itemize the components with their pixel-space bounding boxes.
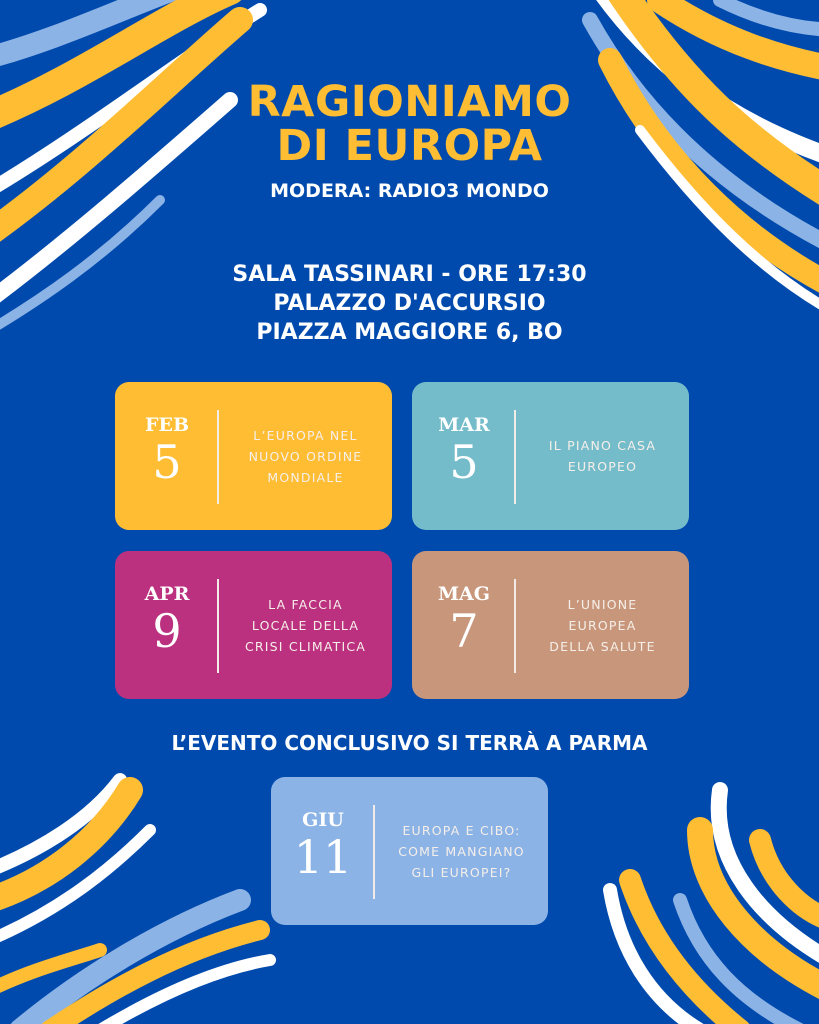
divider xyxy=(514,410,516,504)
brush-bottom-left xyxy=(0,773,276,1024)
moderator-text: MODERA: RADIO3 MONDO xyxy=(270,180,549,202)
event-month: FEB xyxy=(144,414,190,436)
event-day: 9 xyxy=(152,604,182,658)
event-topic: LA FACCIA LOCALE DELLA CRISI CLIMATICA xyxy=(244,596,367,654)
brush-top-right xyxy=(582,0,819,310)
event-card: FEB 5 L’EUROPA NEL NUOVO ORDINE MONDIALE xyxy=(115,382,392,530)
divider xyxy=(217,579,219,673)
event-topic: IL PIANO CASA EUROPEO xyxy=(548,438,657,474)
event-card: MAG 7 L’UNIONE EUROPEA DELLA SALUTE xyxy=(412,551,689,699)
divider xyxy=(373,805,375,899)
event-day: 7 xyxy=(449,604,479,658)
event-month: MAR xyxy=(438,414,490,436)
venue-info: SALA TASSINARI - ORE 17:30 PALAZZO D'ACC… xyxy=(0,260,819,347)
final-event-heading: L’EVENTO CONCLUSIVO SI TERRÀ A PARMA xyxy=(171,731,648,755)
event-card: APR 9 LA FACCIA LOCALE DELLA CRISI CLIMA… xyxy=(115,551,392,699)
venue-line-1: SALA TASSINARI - ORE 17:30 xyxy=(232,262,587,287)
event-day: 5 xyxy=(152,435,182,489)
divider xyxy=(217,410,219,504)
title-line-1: RAGIONIAMO xyxy=(247,77,572,127)
divider xyxy=(514,579,516,673)
poster-title: RAGIONIAMO DI EUROPA xyxy=(0,80,819,168)
event-topic: EUROPA E CIBO: COME MANGIANO GLI EUROPEI… xyxy=(398,822,525,880)
final-event-card: GIU 11 EUROPA E CIBO: COME MANGIANO GLI … xyxy=(271,777,548,925)
event-day: 5 xyxy=(449,435,479,489)
venue-line-3: PIAZZA MAGGIORE 6, BO xyxy=(256,320,563,345)
event-month: MAG xyxy=(438,583,490,605)
event-month: APR xyxy=(144,583,190,605)
event-topic: L’UNIONE EUROPEA DELLA SALUTE xyxy=(549,596,656,654)
brush-top-left xyxy=(0,0,267,330)
brush-bottom-right xyxy=(603,782,819,1024)
title-line-2: DI EUROPA xyxy=(276,121,543,171)
event-topic: L’EUROPA NEL NUOVO ORDINE MONDIALE xyxy=(248,427,363,485)
venue-line-2: PALAZZO D'ACCURSIO xyxy=(273,291,546,316)
event-card: MAR 5 IL PIANO CASA EUROPEO xyxy=(412,382,689,530)
event-day: 11 xyxy=(293,830,353,884)
event-month: GIU xyxy=(302,809,344,831)
